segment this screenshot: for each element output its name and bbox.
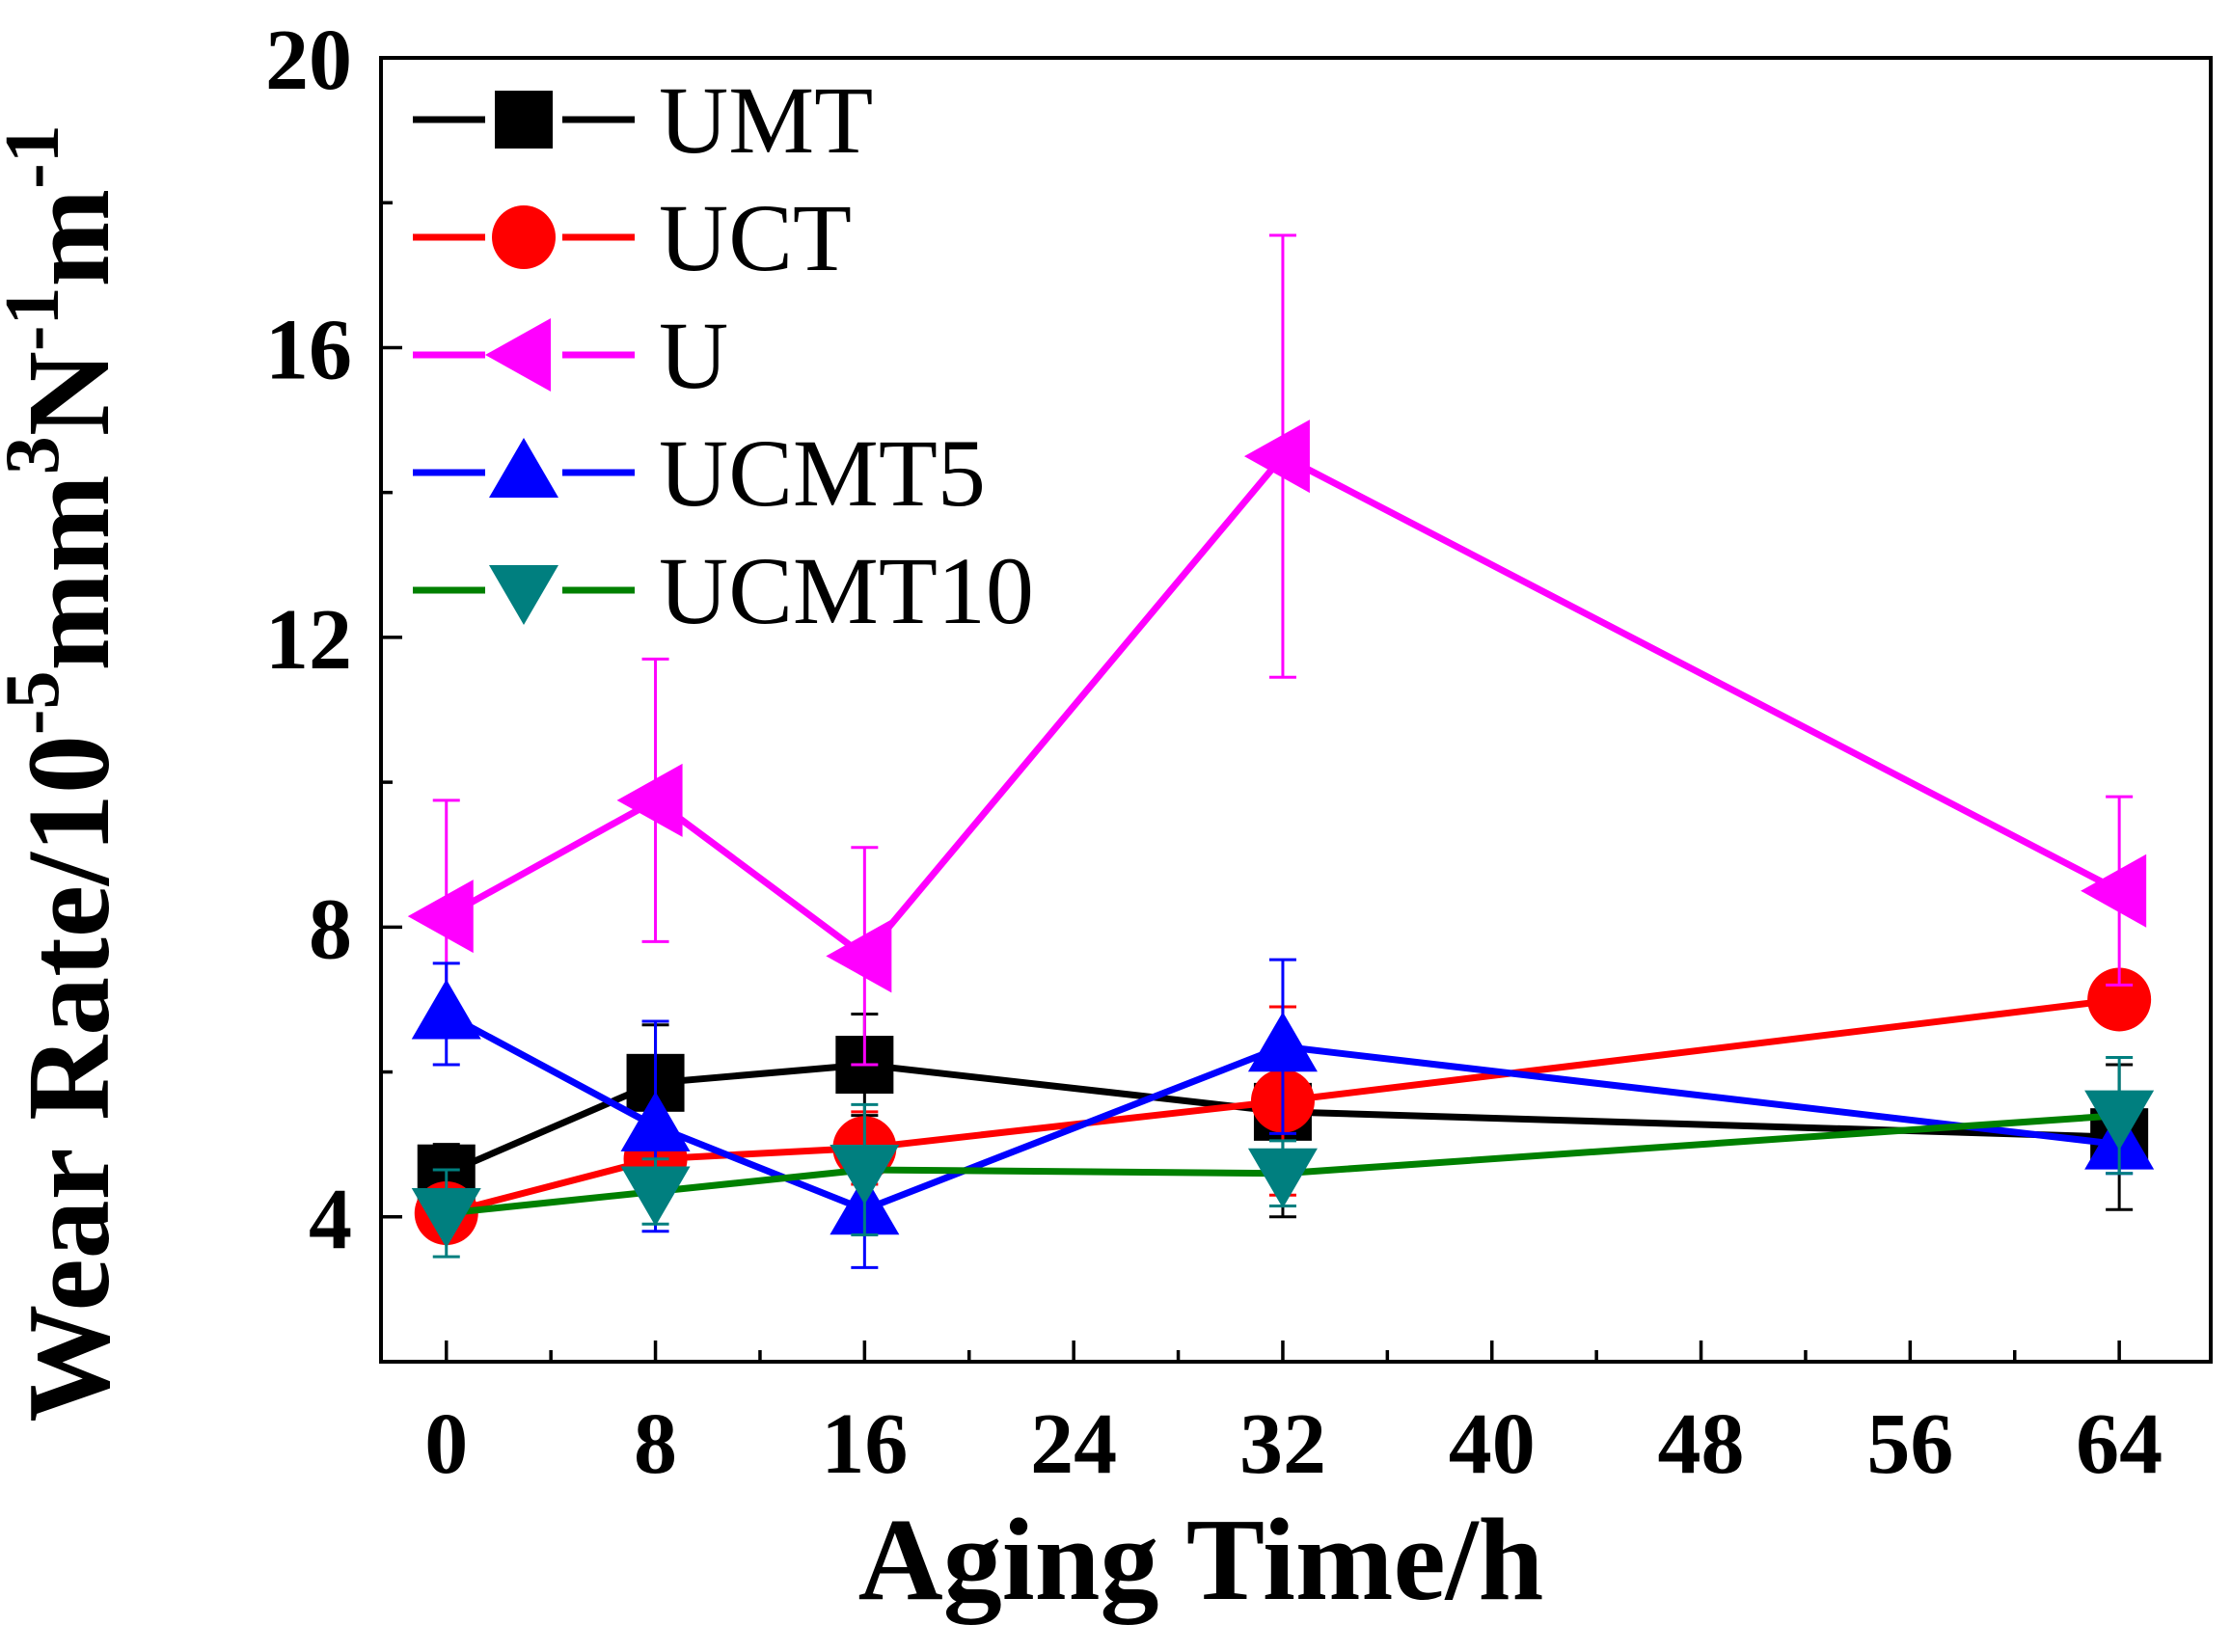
y-axis-title-exp2: 3 bbox=[0, 436, 75, 474]
y-axis: 4 8 12 16 20 bbox=[265, 13, 402, 1364]
series-ucmt5 bbox=[411, 958, 2155, 1269]
data-point-u bbox=[1243, 420, 1310, 494]
legend-label-uct: UCT bbox=[659, 184, 852, 291]
y-axis-title-mid1: mm bbox=[4, 474, 134, 670]
plot-frame bbox=[379, 56, 2213, 1364]
y-tick-label: 20 bbox=[265, 13, 352, 108]
legend-marker-u bbox=[485, 318, 551, 392]
data-point-u bbox=[407, 880, 474, 954]
data-point-u bbox=[826, 919, 892, 993]
data-point-u bbox=[616, 763, 683, 837]
data-point-ucmt10 bbox=[830, 1144, 900, 1205]
legend-marker-ucmt5 bbox=[489, 438, 558, 498]
y-tick-label: 8 bbox=[309, 881, 352, 977]
series-layer bbox=[407, 233, 2155, 1269]
plot-area bbox=[379, 56, 2213, 1364]
data-point-ucmt10 bbox=[411, 1188, 481, 1249]
series-u bbox=[407, 233, 2147, 1067]
y-axis-title-exp3: -1 bbox=[0, 286, 75, 351]
x-tick-label: 32 bbox=[1239, 1396, 1326, 1492]
data-point-ucmt10 bbox=[2084, 1090, 2155, 1151]
legend-marker-uct bbox=[492, 205, 556, 269]
x-tick-label: 64 bbox=[2076, 1396, 2163, 1492]
data-point-ucmt10 bbox=[1247, 1148, 1318, 1208]
x-tick-label: 40 bbox=[1449, 1396, 1536, 1492]
y-tick-label: 12 bbox=[265, 592, 352, 688]
data-point-ucmt5 bbox=[620, 1091, 691, 1151]
y-axis-title-prefix: Wear Rate/10 bbox=[4, 735, 134, 1422]
y-tick-label: 4 bbox=[309, 1172, 352, 1267]
x-axis: 0 8 16 24 32 40 48 56 64 bbox=[424, 1341, 2163, 1492]
y-axis-title-mid2: N bbox=[4, 351, 134, 436]
series-ucmt10 bbox=[411, 1056, 2155, 1259]
x-axis-title: Aging Time/h bbox=[858, 1495, 1544, 1625]
x-tick-label: 0 bbox=[424, 1396, 468, 1492]
legend-marker-ucmt10 bbox=[489, 565, 558, 625]
data-point-ucmt10 bbox=[620, 1166, 691, 1227]
x-tick-label: 56 bbox=[1866, 1396, 1953, 1492]
x-tick-label: 48 bbox=[1658, 1396, 1745, 1492]
y-axis-title: Wear Rate/10-5mm3N-1m-1 bbox=[0, 124, 134, 1422]
x-tick-label: 16 bbox=[821, 1396, 908, 1492]
legend-label-umt: UMT bbox=[659, 67, 873, 174]
data-point-ucmt5 bbox=[411, 979, 481, 1040]
legend-label-ucmt10: UCMT10 bbox=[659, 537, 1034, 644]
legend-label-u: U bbox=[659, 302, 728, 409]
data-point-uct bbox=[2087, 967, 2152, 1032]
legend-label-ucmt5: UCMT5 bbox=[659, 420, 986, 527]
y-tick-label: 16 bbox=[265, 302, 352, 397]
legend-marker-umt bbox=[495, 91, 553, 149]
y-axis-title-exp4: -1 bbox=[0, 124, 75, 189]
data-point-u bbox=[2081, 853, 2147, 928]
y-axis-title-mid3: m bbox=[4, 189, 134, 287]
y-axis-title-exp1: -5 bbox=[0, 671, 75, 736]
x-tick-label: 8 bbox=[634, 1396, 677, 1492]
data-point-ucmt5 bbox=[1247, 1012, 1318, 1072]
x-tick-label: 24 bbox=[1030, 1396, 1117, 1492]
